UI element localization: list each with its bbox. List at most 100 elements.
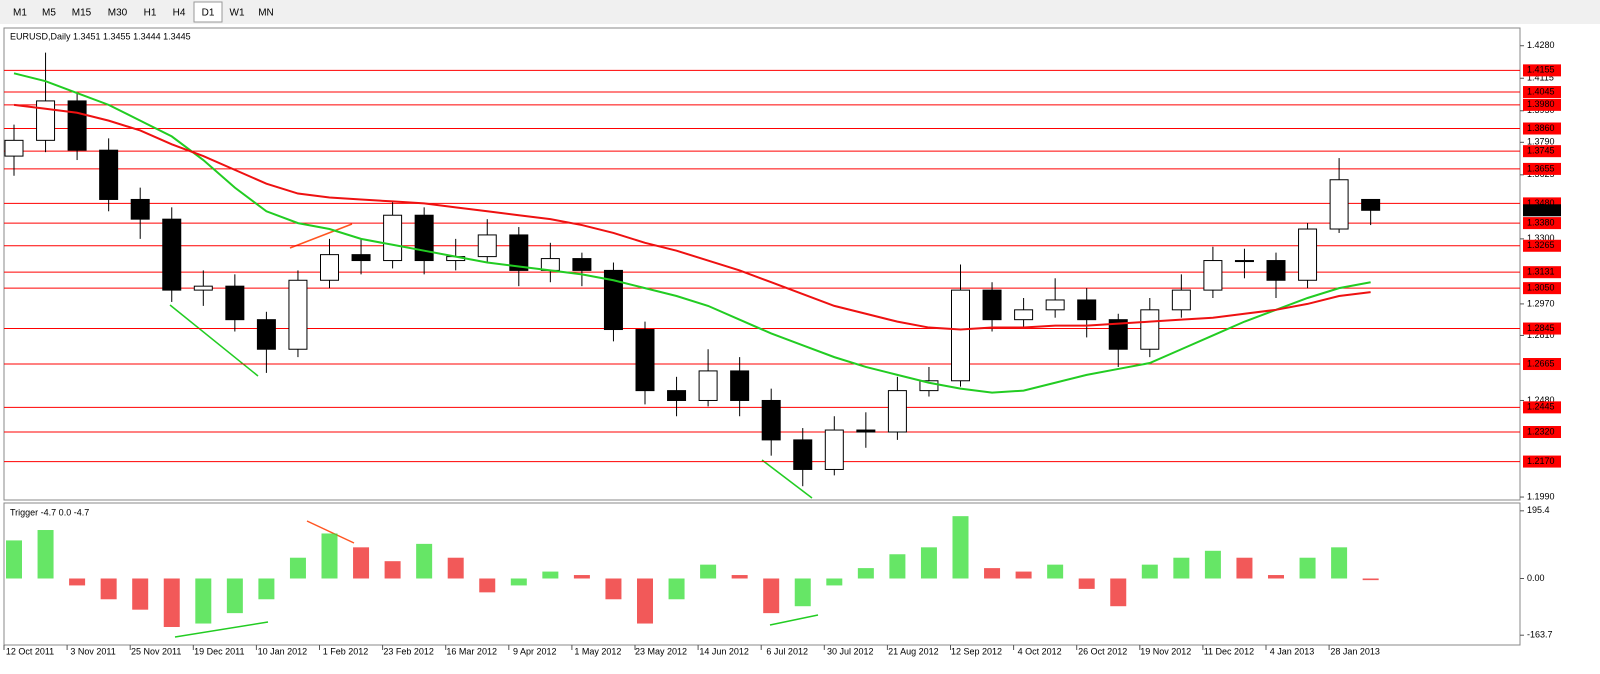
histogram-bar bbox=[1268, 575, 1284, 579]
button-face bbox=[252, 2, 280, 22]
level-label-box bbox=[1523, 239, 1561, 252]
x-tick-label: 12 Oct 2011 bbox=[6, 646, 54, 656]
level-label-box bbox=[1523, 266, 1561, 279]
candle-body bbox=[1045, 299, 1065, 311]
timeframe-button[interactable]: M5 bbox=[35, 2, 63, 22]
candle-body bbox=[225, 285, 245, 321]
button-label[interactable]: H1 bbox=[144, 8, 157, 19]
candle-body bbox=[730, 370, 750, 401]
timeframe-button[interactable]: D1 bbox=[193, 1, 223, 23]
candle-body bbox=[193, 285, 213, 291]
x-tick-label: 26 Oct 2012 bbox=[1078, 646, 1127, 656]
candle-body bbox=[4, 139, 24, 157]
timeframe-button[interactable]: M1 bbox=[6, 2, 34, 22]
x-tick-label: 21 Aug 2012 bbox=[888, 646, 939, 656]
candle-body bbox=[919, 380, 939, 392]
level-label: 1.3980 bbox=[1527, 99, 1555, 109]
timeframe-button[interactable]: W1 bbox=[223, 2, 251, 22]
level-label: 1.4155 bbox=[1527, 65, 1555, 75]
trend-line bbox=[289, 223, 353, 249]
candle-body bbox=[667, 390, 687, 401]
histogram-bar bbox=[100, 578, 117, 600]
candle-body bbox=[793, 439, 813, 470]
x-tick-label: 23 Feb 2012 bbox=[383, 646, 434, 656]
level-label-box bbox=[1523, 282, 1561, 295]
level-label: 1.3480 bbox=[1527, 198, 1555, 208]
histogram-bar bbox=[1173, 557, 1190, 579]
level-label-box bbox=[1523, 86, 1561, 99]
histogram-bar bbox=[163, 578, 180, 627]
y-tick-label: 1.2480 bbox=[1527, 395, 1555, 405]
candle-body bbox=[351, 254, 371, 262]
histogram-bar bbox=[353, 547, 370, 579]
y-tick-label: 1.4280 bbox=[1527, 40, 1555, 50]
candle-body bbox=[256, 319, 276, 350]
x-tick-label: 23 May 2012 bbox=[635, 646, 687, 656]
candle-body bbox=[130, 198, 150, 220]
histogram-bar bbox=[1331, 547, 1348, 579]
histogram-bar bbox=[826, 578, 843, 586]
button-label[interactable]: M15 bbox=[72, 8, 92, 19]
histogram-bar bbox=[542, 571, 559, 579]
timeframe-button[interactable]: H1 bbox=[136, 2, 164, 22]
histogram-bar bbox=[857, 568, 874, 579]
button-label[interactable]: M5 bbox=[42, 8, 56, 19]
candle-body bbox=[1329, 179, 1349, 230]
y-tick-label: 1.4115 bbox=[1527, 73, 1554, 83]
moving-average bbox=[13, 72, 1371, 394]
candle-body bbox=[887, 390, 907, 433]
level-label: 1.3860 bbox=[1527, 123, 1555, 133]
candle-body bbox=[603, 269, 623, 331]
histogram-bar bbox=[510, 578, 527, 586]
button-label[interactable]: MN bbox=[258, 8, 274, 19]
candle-body bbox=[982, 289, 1002, 321]
level-label-box bbox=[1523, 145, 1561, 158]
button-label[interactable]: M30 bbox=[108, 8, 128, 19]
histogram-bar bbox=[1110, 578, 1127, 607]
histogram-bar bbox=[573, 575, 590, 579]
candle-body bbox=[1361, 198, 1381, 211]
candle-body bbox=[1140, 309, 1160, 350]
x-tick-label: 10 Jan 2012 bbox=[258, 646, 308, 656]
button-face bbox=[6, 2, 34, 22]
x-tick-label: 9 Apr 2012 bbox=[513, 646, 557, 656]
timeframe-button[interactable]: M30 bbox=[100, 2, 135, 22]
candle-body bbox=[1077, 299, 1097, 321]
histogram-bar bbox=[1047, 564, 1064, 579]
timeframe-button[interactable]: H4 bbox=[165, 2, 193, 22]
timeframe-button[interactable]: MN bbox=[252, 2, 280, 22]
timeframe-button[interactable]: M15 bbox=[64, 2, 99, 22]
level-label: 1.2665 bbox=[1527, 358, 1555, 368]
histogram-bar bbox=[258, 578, 275, 600]
button-label[interactable]: D1 bbox=[202, 8, 215, 19]
candle-body bbox=[824, 429, 844, 470]
level-label-box bbox=[1523, 401, 1561, 414]
histogram-bar bbox=[1141, 564, 1158, 579]
histogram-bar bbox=[447, 557, 464, 579]
candle-body bbox=[509, 234, 529, 271]
level-label: 1.3131 bbox=[1527, 267, 1555, 277]
y-tick-label: 1.1990 bbox=[1527, 491, 1555, 501]
candle-body bbox=[1203, 260, 1223, 291]
button-label[interactable]: M1 bbox=[13, 8, 27, 19]
x-tick-label: 14 Jun 2012 bbox=[699, 646, 749, 656]
button-face bbox=[64, 2, 99, 22]
candle-body bbox=[162, 218, 182, 291]
level-label-box bbox=[1523, 162, 1561, 175]
level-label-box bbox=[1523, 98, 1561, 111]
button-face bbox=[100, 2, 135, 22]
candle-body bbox=[761, 399, 781, 441]
level-label: 1.2320 bbox=[1527, 426, 1555, 436]
histogram-bar bbox=[984, 568, 1001, 579]
button-label[interactable]: H4 bbox=[173, 8, 186, 19]
histogram-bar bbox=[920, 547, 937, 579]
histogram-bar bbox=[763, 578, 780, 614]
candle-body bbox=[951, 289, 970, 382]
candle-body bbox=[99, 149, 119, 200]
timeframe-bar: M1 M5 M15 M30 H1 H4 D1 W1 MN bbox=[6, 1, 280, 23]
level-label-box bbox=[1523, 322, 1561, 335]
y-tick-label: 1.3790 bbox=[1527, 137, 1555, 147]
button-face bbox=[193, 1, 223, 23]
button-label[interactable]: W1 bbox=[230, 8, 245, 19]
